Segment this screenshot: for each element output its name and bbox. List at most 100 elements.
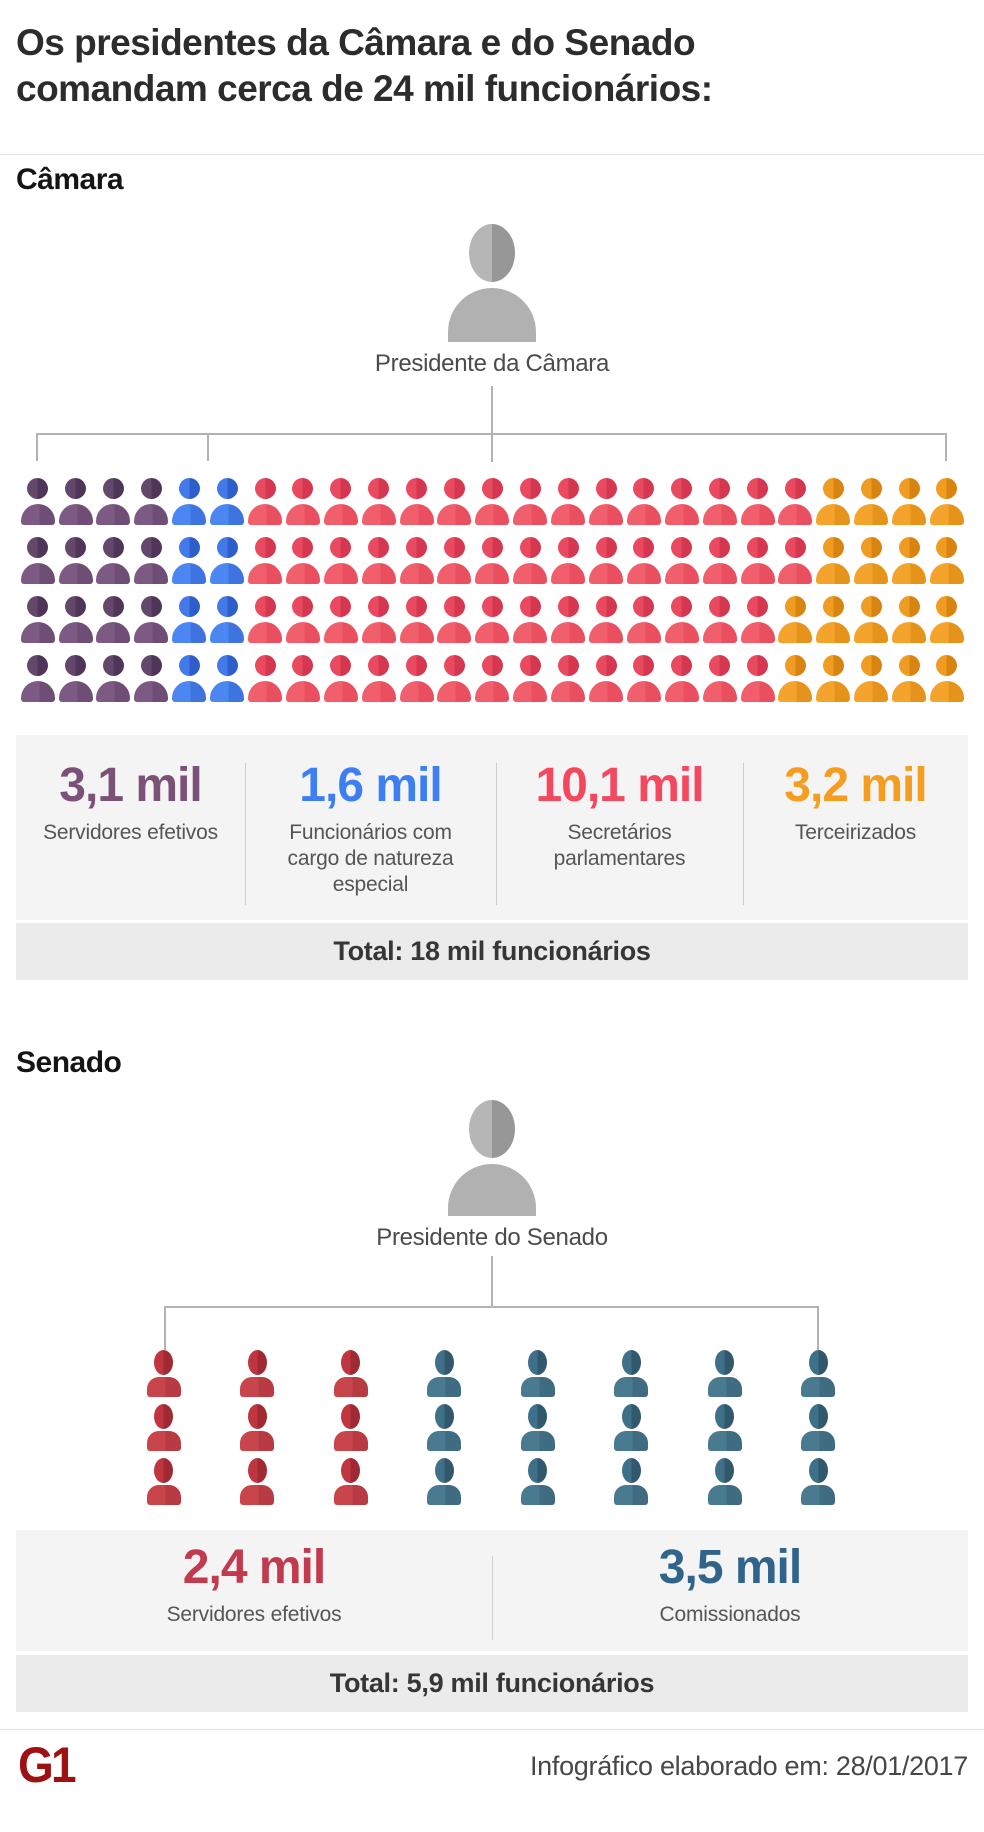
- person-icon: [333, 1350, 368, 1397]
- person-icon: [801, 1458, 835, 1505]
- stat-label: Secretários parlamentares: [553, 821, 686, 870]
- person-icon: [614, 1458, 648, 1505]
- person-icon: [475, 537, 510, 584]
- stat-divider: [496, 763, 497, 905]
- camara-president-head-icon: [469, 224, 515, 282]
- person-icon: [551, 537, 586, 584]
- person-icon: [248, 537, 283, 584]
- person-icon: [589, 537, 623, 584]
- person-icon: [929, 478, 964, 525]
- senado-total-bar: Total: 5,9 mil funcionários: [16, 1655, 968, 1712]
- senado-president-head-icon: [469, 1100, 515, 1158]
- person-icon: [520, 1458, 555, 1505]
- footer-date-label: Infográfico elaborado em: 28/01/2017: [529, 1751, 968, 1781]
- person-icon: [210, 655, 245, 702]
- person-icon: [210, 537, 245, 584]
- footer-divider: [0, 1729, 984, 1730]
- senado-bracket-line: [164, 1306, 819, 1308]
- person-icon: [854, 537, 889, 584]
- stat-label: Servidores efetivos: [166, 1603, 342, 1626]
- person-icon: [427, 1458, 461, 1505]
- person-icon: [58, 478, 93, 525]
- person-icon: [146, 1350, 181, 1397]
- person-icon: [702, 537, 737, 584]
- stat-value: 2,4 mil: [182, 1541, 326, 1594]
- person-icon: [285, 655, 320, 702]
- person-icon: [437, 537, 472, 584]
- person-icon: [854, 478, 889, 525]
- person-icon: [589, 596, 623, 643]
- person-icon: [96, 655, 131, 702]
- person-icon: [399, 655, 434, 702]
- stat-label: Comissionados: [659, 1603, 801, 1626]
- person-icon: [892, 596, 927, 643]
- person-icon: [361, 655, 396, 702]
- person-icon: [854, 655, 889, 702]
- person-icon: [134, 537, 169, 584]
- person-icon: [520, 1350, 555, 1397]
- person-icon: [707, 1350, 742, 1397]
- person-icon: [702, 655, 737, 702]
- person-icon: [361, 537, 396, 584]
- stat-label: Servidores efetivos: [43, 821, 218, 844]
- person-icon: [664, 537, 699, 584]
- person-icon: [626, 655, 661, 702]
- person-icon: [399, 537, 434, 584]
- stat-label: Funcionários com cargo de natureza espec…: [287, 821, 454, 896]
- senado-president-label: Presidente do Senado: [376, 1224, 608, 1251]
- person-icon: [437, 478, 472, 525]
- person-icon: [285, 478, 320, 525]
- person-icon: [801, 1404, 835, 1451]
- person-icon: [816, 596, 851, 643]
- person-icon: [614, 1404, 648, 1451]
- person-icon: [58, 537, 93, 584]
- person-icon: [892, 478, 927, 525]
- person-icon: [702, 596, 737, 643]
- camara-total-bar: Total: 18 mil funcionários: [16, 923, 968, 980]
- person-icon: [20, 655, 55, 702]
- person-icon: [134, 596, 169, 643]
- person-icon: [664, 596, 699, 643]
- person-icon: [134, 478, 169, 525]
- person-icon: [210, 478, 245, 525]
- person-icon: [589, 478, 623, 525]
- senado-section-heading: Senado: [16, 1046, 122, 1079]
- senado-bracket-tick: [164, 1306, 166, 1350]
- stat-label: Terceirizados: [794, 821, 917, 844]
- page-title: Os presidentes da Câmara e do Senado com…: [16, 22, 713, 109]
- person-icon: [333, 1404, 368, 1451]
- g1-logo: G1: [18, 1737, 77, 1793]
- person-icon: [285, 596, 320, 643]
- camara-bracket-line: [36, 433, 947, 435]
- person-icon: [240, 1458, 274, 1505]
- person-icon: [172, 596, 207, 643]
- person-icon: [58, 655, 93, 702]
- top-divider: [0, 154, 984, 155]
- person-icon: [323, 655, 358, 702]
- person-icon: [248, 655, 283, 702]
- senado-president-connector-line: [491, 1256, 493, 1308]
- person-icon: [778, 596, 813, 643]
- person-icon: [551, 655, 586, 702]
- camara-bracket-tick: [207, 433, 209, 461]
- person-icon: [778, 478, 813, 525]
- person-icon: [551, 596, 586, 643]
- stat-divider: [245, 763, 246, 905]
- person-icon: [740, 478, 775, 525]
- person-icon: [361, 596, 396, 643]
- person-icon: [816, 655, 851, 702]
- stat-divider: [743, 763, 744, 905]
- senado-stat-comissionados: 3,5 mil Comissionados: [492, 1542, 968, 1628]
- person-icon: [437, 655, 472, 702]
- person-icon: [20, 537, 55, 584]
- camara-president-label: Presidente da Câmara: [374, 350, 610, 377]
- person-icon: [240, 1404, 274, 1451]
- person-icon: [475, 596, 510, 643]
- person-icon: [589, 655, 623, 702]
- person-icon: [146, 1458, 181, 1505]
- person-icon: [146, 1404, 181, 1451]
- person-icon: [399, 478, 434, 525]
- person-icon: [854, 596, 889, 643]
- person-icon: [513, 655, 548, 702]
- person-icon: [58, 596, 93, 643]
